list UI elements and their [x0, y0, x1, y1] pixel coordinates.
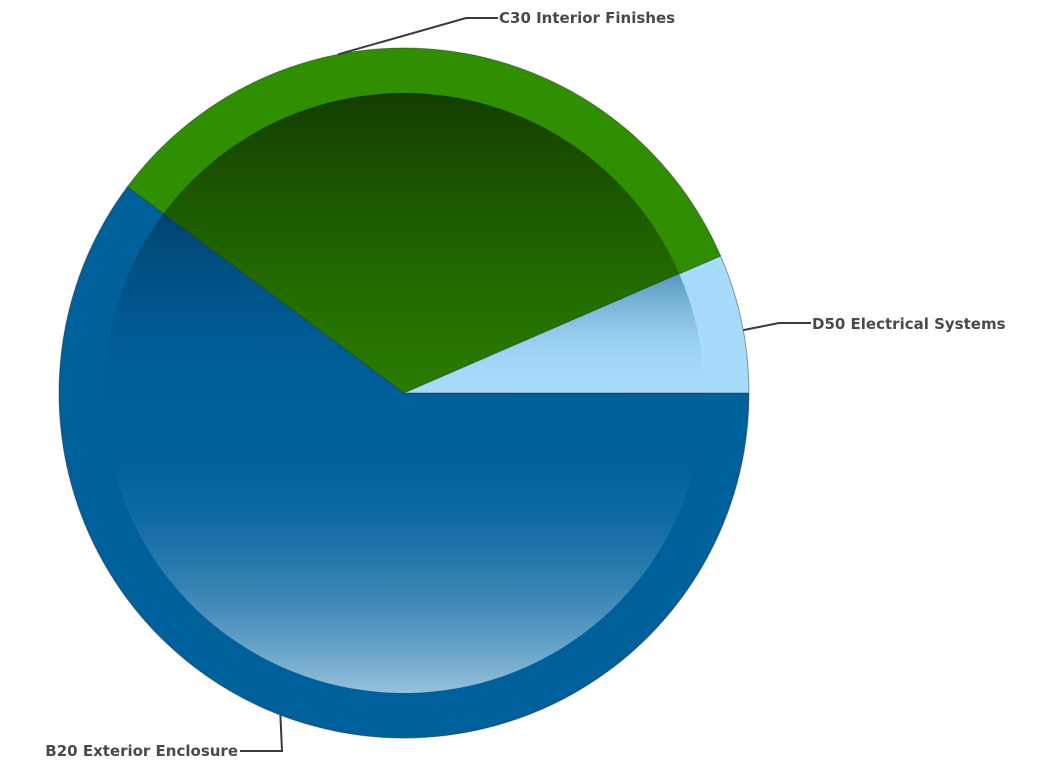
- pie-slice-gloss-d50-electrical-systems: [404, 273, 704, 393]
- slice-label-d50-electrical-systems: D50 Electrical Systems: [812, 315, 1006, 333]
- leader-line-b20-exterior-enclosure: [240, 715, 284, 752]
- slice-label-b20-exterior-enclosure: B20 Exterior Enclosure: [45, 742, 238, 760]
- leader-line-c30-interior-finishes: [337, 17, 498, 56]
- slice-label-c30-interior-finishes: C30 Interior Finishes: [499, 9, 675, 27]
- pie-slice-gloss-c30-interior-finishes: [163, 92, 680, 393]
- leader-line-d50-electrical-systems: [743, 322, 811, 332]
- pie-slice-gloss-b20-exterior-enclosure: [104, 213, 705, 693]
